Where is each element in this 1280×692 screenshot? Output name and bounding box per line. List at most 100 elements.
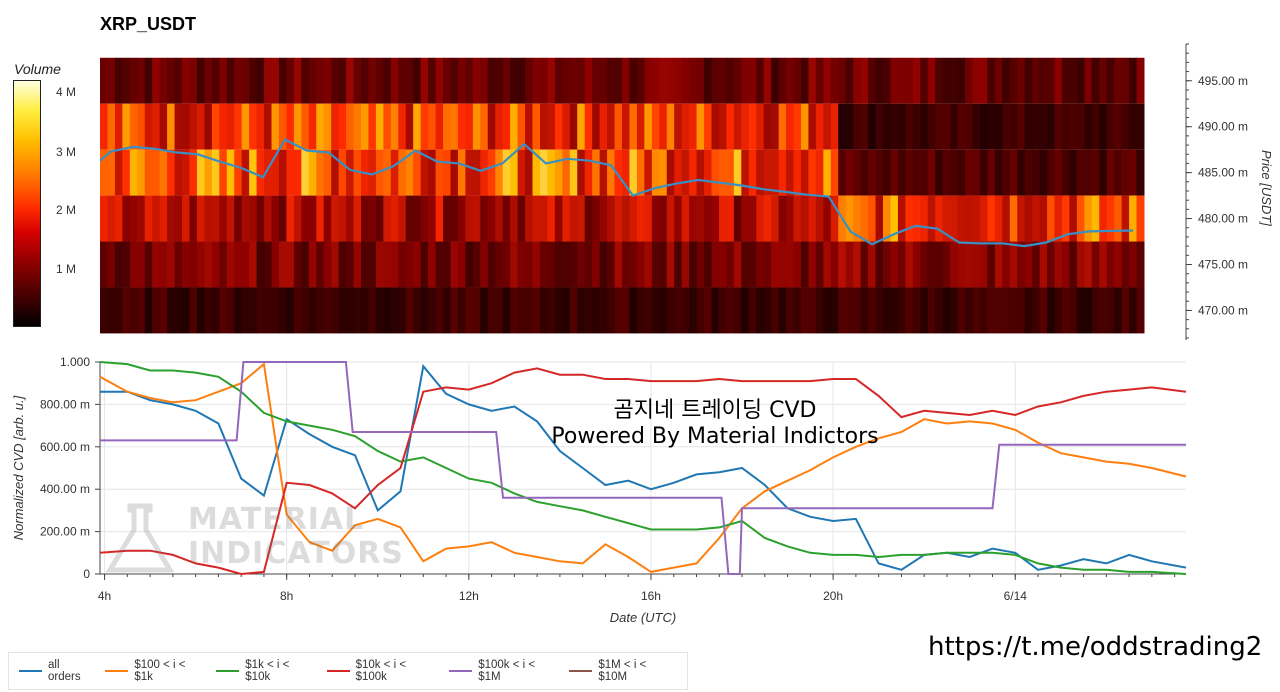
heatmap-cell bbox=[1047, 103, 1056, 150]
heatmap-cell bbox=[1106, 287, 1115, 334]
heatmap-cell bbox=[256, 195, 265, 242]
heatmap-cell bbox=[778, 287, 787, 334]
heatmap-cell bbox=[1039, 57, 1048, 104]
heatmap-cell bbox=[375, 241, 384, 288]
heatmap-cell bbox=[1099, 103, 1108, 150]
heatmap-cell bbox=[1024, 195, 1033, 242]
heatmap-cell bbox=[1002, 195, 1011, 242]
heatmap-cell bbox=[525, 149, 534, 196]
heatmap-cell bbox=[569, 287, 578, 334]
chart-title: XRP_USDT bbox=[100, 14, 197, 34]
heatmap-cell bbox=[778, 195, 787, 242]
heatmap-cell bbox=[1061, 287, 1070, 334]
heatmap-cell bbox=[219, 195, 228, 242]
heatmap-cell bbox=[122, 57, 131, 104]
heatmap-cell bbox=[1136, 57, 1145, 104]
heatmap-cell bbox=[241, 149, 250, 196]
heatmap-cell bbox=[554, 57, 563, 104]
legend-item[interactable]: $1M < i < $10M bbox=[569, 659, 675, 683]
heatmap-cell bbox=[897, 149, 906, 196]
heatmap-cell bbox=[1076, 103, 1085, 150]
heatmap-cell bbox=[577, 195, 586, 242]
heatmap-cell bbox=[622, 287, 630, 334]
heatmap-cell bbox=[786, 103, 795, 150]
heatmap-cell bbox=[979, 149, 988, 196]
heatmap-cell bbox=[100, 195, 108, 242]
heatmap-cell bbox=[1136, 287, 1145, 334]
heatmap-cell bbox=[122, 287, 131, 334]
heatmap-cell bbox=[1054, 57, 1063, 104]
price-tick-label: 490.00 m bbox=[1198, 120, 1248, 134]
heatmap-cell bbox=[301, 57, 310, 104]
heatmap-cell bbox=[174, 103, 183, 150]
heatmap-cell bbox=[659, 103, 668, 150]
heatmap-cell bbox=[264, 149, 273, 196]
heatmap-cell bbox=[226, 57, 235, 104]
heatmap-cell bbox=[1002, 57, 1011, 104]
heatmap-cell bbox=[100, 57, 108, 104]
price-heatmap: 495.00 m 490.00 m 485.00 m 480.00 m 475.00 m… bbox=[99, 43, 1274, 340]
heatmap-cell bbox=[793, 195, 802, 242]
heatmap-cell bbox=[398, 57, 407, 104]
heatmap-cell bbox=[756, 195, 765, 242]
heatmap-cell bbox=[532, 57, 541, 104]
heatmap-cell bbox=[375, 195, 384, 242]
heatmap-cell bbox=[547, 287, 556, 334]
telegram-link[interactable]: https://t.me/oddstrading2 bbox=[928, 632, 1263, 662]
heatmap-cell bbox=[644, 287, 653, 334]
heatmap-cell bbox=[420, 149, 429, 196]
heatmap-cell bbox=[592, 103, 601, 150]
heatmap-cell bbox=[979, 287, 988, 334]
heatmap-cell bbox=[741, 57, 750, 104]
heatmap-cell bbox=[338, 57, 347, 104]
heatmap-cell bbox=[331, 287, 340, 334]
heatmap-cell bbox=[167, 287, 176, 334]
heatmap-cell bbox=[189, 57, 198, 104]
heatmap-cell bbox=[383, 149, 392, 196]
heatmap-cell bbox=[264, 195, 273, 242]
heatmap-cell bbox=[651, 241, 660, 288]
heatmap-cell bbox=[1039, 241, 1048, 288]
heatmap-cell bbox=[1129, 103, 1138, 150]
heatmap-cell bbox=[830, 103, 839, 150]
legend-item[interactable]: $100k < i < $1M bbox=[449, 659, 557, 683]
heatmap-cell bbox=[129, 103, 138, 150]
heatmap-cell bbox=[502, 287, 511, 334]
heatmap-cell bbox=[607, 149, 616, 196]
heatmap-cell bbox=[435, 103, 444, 150]
heatmap-cell bbox=[838, 149, 847, 196]
heatmap-cell bbox=[495, 149, 504, 196]
heatmap-cell bbox=[987, 287, 996, 334]
heatmap-cell bbox=[741, 241, 750, 288]
heatmap-cell bbox=[211, 195, 220, 242]
heatmap-cell bbox=[681, 149, 690, 196]
heatmap-cell bbox=[338, 149, 347, 196]
heatmap-cell bbox=[756, 103, 765, 150]
heatmap-cell bbox=[234, 195, 243, 242]
legend-item[interactable]: all orders bbox=[19, 659, 93, 683]
heatmap-cell bbox=[114, 241, 123, 288]
heatmap-cell bbox=[293, 287, 302, 334]
legend-label: all orders bbox=[48, 659, 81, 683]
watermark-line2: INDICATORS bbox=[188, 536, 404, 571]
heatmap-cell bbox=[965, 241, 973, 288]
legend-item[interactable]: $100 < i < $1k bbox=[105, 659, 204, 683]
heatmap-cell bbox=[994, 57, 1003, 104]
heatmap-cell bbox=[1054, 287, 1063, 334]
heatmap-cell bbox=[704, 195, 712, 242]
heatmap-cell bbox=[763, 287, 772, 334]
heatmap-cell bbox=[868, 287, 877, 334]
heatmap-cell bbox=[107, 57, 116, 104]
heatmap-cell bbox=[1024, 241, 1033, 288]
heatmap-cell bbox=[972, 149, 981, 196]
heatmap-cell bbox=[547, 195, 556, 242]
legend-item[interactable]: $1k < i < $10k bbox=[216, 659, 314, 683]
heatmap-cell bbox=[599, 103, 608, 150]
heatmap-cell bbox=[800, 287, 809, 334]
legend-item[interactable]: $10k < i < $100k bbox=[326, 659, 438, 683]
cvd-x-tick-label: 12h bbox=[459, 589, 479, 603]
heatmap-cell bbox=[1061, 195, 1070, 242]
heatmap-cell bbox=[972, 103, 981, 150]
heatmap-cell bbox=[778, 57, 787, 104]
